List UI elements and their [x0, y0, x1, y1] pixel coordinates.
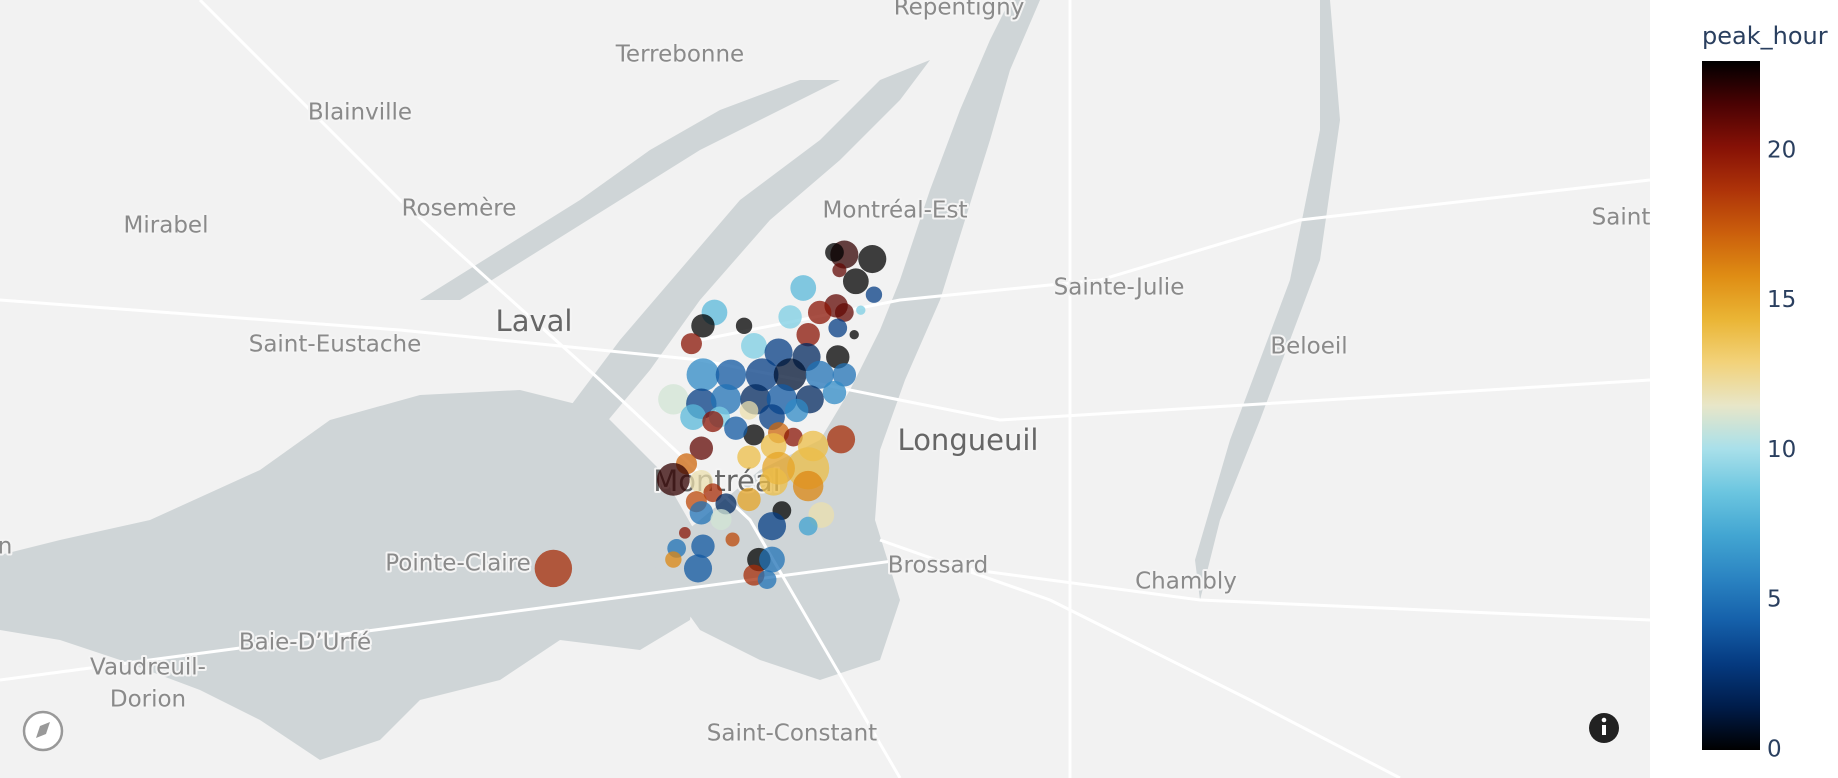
place-label: Saint [1592, 205, 1651, 231]
place-label: Repentigny [894, 0, 1025, 21]
road [879, 538, 1401, 778]
colorbar-tick-label: 10 [1767, 437, 1796, 463]
place-label: Beloeil [1270, 334, 1347, 360]
point [759, 546, 785, 573]
place-label: Longueuil [898, 423, 1039, 457]
place-labels: Repentigny Terrebonne Blainville Mirabel… [0, 0, 1651, 749]
point [773, 358, 807, 392]
point [725, 532, 740, 547]
point [737, 445, 761, 469]
place-label: Baie-D’Urfé [239, 630, 371, 656]
points [534, 240, 887, 589]
point [757, 570, 777, 589]
point [680, 333, 702, 355]
point [665, 551, 682, 568]
point [739, 401, 759, 420]
point [679, 526, 691, 539]
point [828, 318, 848, 338]
point [822, 380, 847, 405]
colorbar-tick-label: 5 [1767, 587, 1782, 613]
mapbox-logo[interactable] [22, 710, 64, 752]
point [689, 436, 714, 460]
river [1195, 0, 1340, 600]
point [686, 358, 720, 392]
point [759, 467, 788, 496]
river [420, 80, 840, 300]
logo-mark [36, 722, 50, 738]
point [691, 314, 715, 338]
point [798, 516, 818, 536]
point [534, 549, 573, 588]
point [842, 268, 869, 295]
point [856, 305, 866, 315]
point [832, 363, 857, 387]
point [826, 345, 850, 369]
place-label: n [0, 534, 12, 560]
point [735, 317, 753, 335]
river [560, 60, 930, 430]
point [858, 244, 887, 274]
place-label: Montréal-Est [823, 198, 968, 224]
point [680, 404, 706, 430]
info-dot [1601, 717, 1607, 723]
point [792, 470, 824, 502]
colorbar-title: peak_hour [1702, 22, 1828, 50]
place-label: Saint-Eustache [249, 332, 422, 358]
point [825, 243, 844, 262]
place-label: Terrebonne [615, 42, 744, 68]
colorbar-tick-label: 20 [1767, 137, 1796, 163]
point [865, 286, 883, 303]
point [796, 323, 820, 347]
lake [0, 390, 700, 760]
point [710, 508, 732, 531]
point [790, 275, 817, 301]
point [805, 360, 834, 389]
point [691, 534, 715, 558]
colorbar [1702, 61, 1760, 750]
place-label: Brossard [888, 553, 989, 579]
point [715, 359, 747, 391]
place-label: Chambly [1135, 569, 1237, 595]
point [683, 554, 713, 583]
point [724, 416, 748, 440]
point [834, 303, 854, 322]
place-label: Pointe-Claire [385, 551, 531, 577]
point [849, 330, 859, 340]
point [703, 483, 723, 503]
colorbar-tick-label: 15 [1767, 287, 1796, 313]
place-label: Saint-Constant [707, 721, 877, 747]
colorbar-ticks: 0 5 10 15 20 [1767, 137, 1796, 763]
map[interactable]: Repentigny Terrebonne Blainville Mirabel… [0, 0, 1650, 778]
point [658, 384, 689, 415]
point [757, 512, 787, 541]
info-glyph [1602, 725, 1606, 735]
point [778, 305, 802, 329]
road [198, 0, 902, 778]
point [741, 332, 767, 359]
point [784, 427, 803, 447]
point [702, 411, 724, 433]
point [827, 425, 856, 454]
point [832, 263, 847, 278]
point [807, 300, 832, 325]
point [737, 487, 761, 512]
info-button[interactable] [1589, 713, 1619, 743]
point [689, 501, 714, 525]
place-label: Rosemère [402, 196, 517, 222]
point [656, 463, 690, 496]
point [745, 358, 779, 392]
point [743, 424, 765, 446]
colorbar-tick-label: 0 [1767, 737, 1782, 763]
place-label: Vaudreuil- [90, 655, 206, 681]
roads [0, 0, 1650, 778]
point [784, 398, 809, 423]
place-label: Mirabel [124, 213, 209, 239]
place-label: Dorion [110, 687, 186, 713]
place-label: Sainte-Julie [1054, 275, 1185, 301]
place-label: Laval [496, 304, 573, 338]
place-label: Blainville [308, 100, 412, 126]
